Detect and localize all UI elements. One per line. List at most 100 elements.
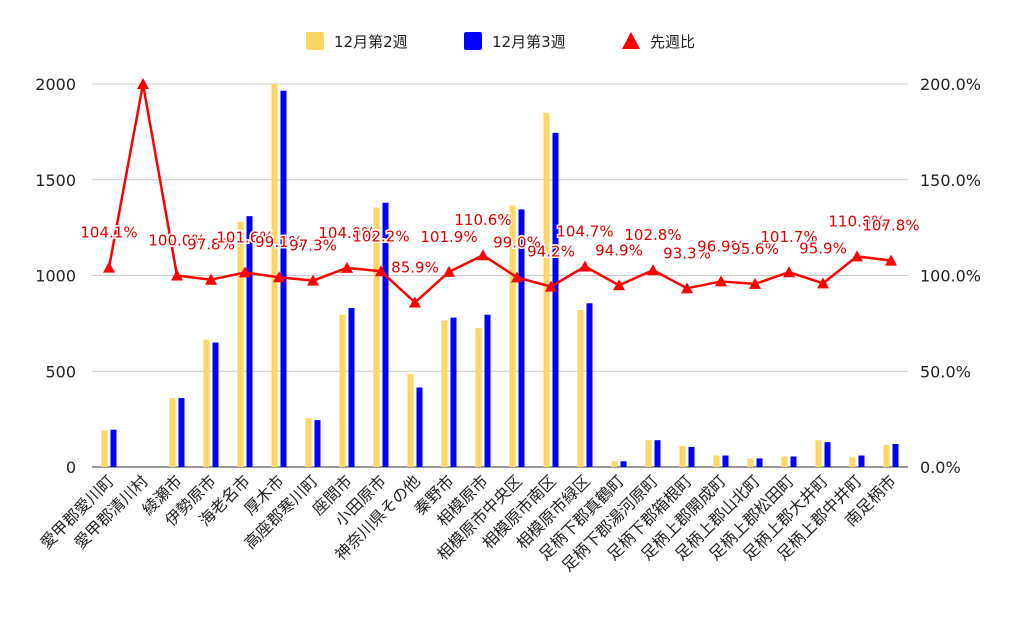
ratio-data-label: 102.2% xyxy=(352,227,409,245)
ratio-point xyxy=(613,279,625,291)
ratio-data-label: 95.9% xyxy=(799,239,847,257)
bar-12月第3週 xyxy=(314,420,321,467)
ratio-data-label: 101.6% xyxy=(216,228,273,246)
bar-12月第2週 xyxy=(373,207,380,467)
ratio-data-label: 97.8% xyxy=(187,236,235,254)
ratio-point xyxy=(341,261,353,273)
ratio-point xyxy=(375,265,387,277)
bar-12月第2週 xyxy=(169,398,176,467)
bar-12月第2週 xyxy=(679,445,686,467)
ratio-point xyxy=(477,249,489,261)
ratio-point xyxy=(647,264,659,276)
bar-12月第3週 xyxy=(620,461,627,467)
legend: 12月第2週 12月第3週 先週比 xyxy=(306,32,695,51)
bar-12月第2週 xyxy=(611,461,618,467)
legend-label: 先週比 xyxy=(650,33,695,51)
bar-12月第3週 xyxy=(246,216,253,467)
legend-swatch xyxy=(306,32,324,50)
left-tick-label: 0 xyxy=(66,458,76,477)
bar-12月第2週 xyxy=(883,444,890,467)
bar-12月第3週 xyxy=(790,456,797,467)
bar-12月第3週 xyxy=(756,458,763,467)
ratio-data-label: 107.8% xyxy=(862,217,919,235)
bar-12月第3週 xyxy=(722,455,729,467)
ratio-point xyxy=(273,271,285,283)
ratio-point xyxy=(715,275,727,287)
ratio-data-label: 101.7% xyxy=(760,228,817,246)
bar-12月第2週 xyxy=(305,418,312,467)
left-tick-label: 1500 xyxy=(35,171,76,190)
bar-12月第3週 xyxy=(586,303,593,467)
bar-12月第2週 xyxy=(407,374,414,467)
ratio-point xyxy=(817,277,829,289)
ratio-data-label: 97.3% xyxy=(289,237,337,255)
ratio-data-label: 104.0% xyxy=(318,224,375,242)
bar-12月第3週 xyxy=(178,398,185,467)
bar-12月第3週 xyxy=(382,202,389,468)
left-tick-label: 1000 xyxy=(35,267,76,286)
ratio-point xyxy=(307,274,319,286)
ratio-point xyxy=(749,277,761,289)
ratio-data-label: 101.9% xyxy=(420,228,477,246)
bar-12月第3週 xyxy=(450,317,457,467)
bar-12月第2週 xyxy=(475,328,482,467)
bar-12月第2週 xyxy=(237,221,244,467)
legend-label: 12月第3週 xyxy=(492,33,566,51)
bar-12月第3週 xyxy=(212,342,219,467)
bar-12月第2週 xyxy=(815,440,822,467)
ratio-point xyxy=(511,271,523,283)
ratio-data-label: 100.0% xyxy=(148,232,205,250)
right-tick-label: 50.0% xyxy=(920,362,971,381)
bar-12月第2週 xyxy=(339,314,346,467)
bar-12月第3週 xyxy=(348,308,355,467)
bar-12月第3週 xyxy=(858,455,865,467)
bar-12月第2週 xyxy=(577,309,584,467)
ratio-data-label: 102.8% xyxy=(624,226,681,244)
ratio-point xyxy=(579,260,591,272)
bar-12月第2週 xyxy=(645,440,652,467)
legend-label: 12月第2週 xyxy=(334,33,408,51)
ratio-data-label: 95.6% xyxy=(731,240,779,258)
ratio-point xyxy=(443,265,455,277)
bar-12月第3週 xyxy=(892,444,899,467)
ratio-line xyxy=(103,78,897,308)
ratio-data-label: 110.6% xyxy=(454,211,511,229)
ratio-point xyxy=(681,282,693,294)
right-axis-ticks: 0.0% 50.0% 100.0% 150.0% 200.0% xyxy=(920,75,981,477)
ratio-point xyxy=(851,250,863,262)
ratio-data-labels: 104.1% 100.0%97.8%101.6%99.1%97.3%104.0%1… xyxy=(79,210,921,278)
ratio-data-label: 94.9% xyxy=(595,241,643,259)
bar-12月第3週 xyxy=(552,132,559,467)
bar-12月第3週 xyxy=(824,442,831,467)
ratio-point xyxy=(409,296,421,308)
bar-12月第2週 xyxy=(101,430,108,467)
bar-12月第2週 xyxy=(781,456,788,467)
category-labels: 愛甲郡愛川町愛甲郡清川村綾瀬市伊勢原市海老名市厚木市高座郡寒川町座間市小田原市神… xyxy=(37,471,900,575)
left-axis-ticks: 0 500 1000 1500 2000 xyxy=(35,75,76,477)
left-tick-label: 500 xyxy=(45,362,76,381)
ratio-data-label: 104.7% xyxy=(556,222,613,240)
right-tick-label: 200.0% xyxy=(920,75,981,94)
ratio-point xyxy=(137,78,149,89)
right-tick-label: 100.0% xyxy=(920,267,981,286)
right-tick-label: 150.0% xyxy=(920,171,981,190)
ratio-point xyxy=(885,254,897,266)
ratio-point xyxy=(171,269,183,281)
ratio-data-label: 104.1% xyxy=(80,224,137,242)
bar-12月第3週 xyxy=(688,446,695,467)
ratio-data-label: 99.0% xyxy=(493,233,541,251)
ratio-data-label: 85.9% xyxy=(391,259,439,277)
ratio-data-label: 96.9% xyxy=(697,237,745,255)
bar-12月第2週 xyxy=(203,339,210,467)
bar-12月第2週 xyxy=(441,320,448,467)
ratio-point xyxy=(103,261,115,273)
ratio-point xyxy=(205,273,217,285)
ratio-point xyxy=(239,266,251,278)
left-tick-label: 2000 xyxy=(35,75,76,94)
bar-12月第3週 xyxy=(110,429,117,467)
ratio-line-path xyxy=(107,82,892,304)
bar-12月第3週 xyxy=(518,209,525,467)
ratio-data-label: 94.2% xyxy=(527,243,575,261)
bar-12月第2週 xyxy=(713,455,720,467)
